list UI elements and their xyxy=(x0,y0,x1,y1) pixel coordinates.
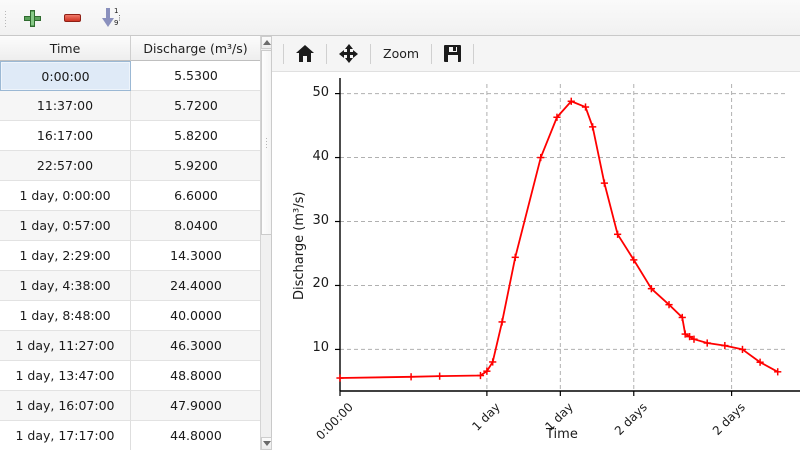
cell-time[interactable]: 0:00:00 xyxy=(0,61,131,91)
table-row[interactable]: 22:57:00 5.9200 xyxy=(0,151,271,181)
y-axis-tick-label: 20 xyxy=(312,276,329,292)
table-row[interactable]: 1 day, 0:57:00 8.0400 xyxy=(0,211,271,241)
scroll-up-button[interactable] xyxy=(261,36,272,49)
minus-icon xyxy=(63,14,81,22)
table-row[interactable]: 1 day, 13:47:00 48.8000 xyxy=(0,361,271,391)
cell-discharge[interactable]: 5.5300 xyxy=(131,61,261,91)
table-row[interactable]: 1 day, 8:48:00 40.0000 xyxy=(0,301,271,331)
table-row[interactable]: 1 day, 16:07:00 47.9000 xyxy=(0,391,271,421)
cell-time[interactable]: 1 day, 17:17:00 xyxy=(0,421,131,450)
table-vertical-scrollbar[interactable] xyxy=(260,36,272,450)
toolbar-separator xyxy=(283,43,284,64)
toolbar-separator xyxy=(431,43,433,64)
cell-time[interactable]: 1 day, 8:48:00 xyxy=(0,301,131,331)
chevron-up-icon xyxy=(262,40,271,45)
plot-panel: Zoom 10 20 30 40 50 0:00:00 1 day 1 day 2 days 2 … xyxy=(272,36,800,450)
cell-discharge[interactable]: 5.9200 xyxy=(131,151,261,181)
sort-button[interactable]: 1 ⋮ 9 xyxy=(98,4,126,32)
table-row[interactable]: 1 day, 11:27:00 46.3000 xyxy=(0,331,271,361)
cell-discharge[interactable]: 6.6000 xyxy=(131,181,261,211)
chart-plot-area[interactable]: 10 20 30 40 50 0:00:00 1 day 1 day 2 days 2 days D… xyxy=(272,72,800,450)
cell-time[interactable]: 1 day, 13:47:00 xyxy=(0,361,131,391)
cell-time[interactable]: 22:57:00 xyxy=(0,151,131,181)
remove-row-button[interactable] xyxy=(58,4,86,32)
discharge-line-chart xyxy=(335,78,800,396)
toolbar-separator xyxy=(370,43,371,64)
save-icon xyxy=(444,45,462,62)
scroll-down-button[interactable] xyxy=(261,437,272,450)
cell-discharge[interactable]: 44.8000 xyxy=(131,421,261,450)
cell-discharge[interactable]: 8.0400 xyxy=(131,211,261,241)
cell-discharge[interactable]: 24.4000 xyxy=(131,271,261,301)
cell-discharge[interactable]: 5.7200 xyxy=(131,91,261,121)
cell-discharge[interactable]: 40.0000 xyxy=(131,301,261,331)
home-button[interactable] xyxy=(289,40,321,68)
cell-time[interactable]: 1 day, 0:57:00 xyxy=(0,211,131,241)
cell-time[interactable]: 1 day, 16:07:00 xyxy=(0,391,131,421)
cell-time[interactable]: 1 day, 0:00:00 xyxy=(0,181,131,211)
x-axis-title: Time xyxy=(546,427,578,442)
cell-time[interactable]: 11:37:00 xyxy=(0,91,131,121)
y-axis-tick-label: 30 xyxy=(312,212,329,228)
y-axis-tick-label: 40 xyxy=(312,148,329,164)
cell-time[interactable]: 1 day, 2:29:00 xyxy=(0,241,131,271)
data-table-panel: Time Discharge (m³/s) 0:00:00 5.5300 11:37… xyxy=(0,36,272,450)
cell-time[interactable]: 1 day, 4:38:00 xyxy=(0,271,131,301)
y-axis-tick-label: 50 xyxy=(312,84,329,100)
table-row[interactable]: 1 day, 17:17:00 44.8000 xyxy=(0,421,271,450)
cell-discharge[interactable]: 14.3000 xyxy=(131,241,261,271)
save-button[interactable] xyxy=(437,40,468,68)
toolbar-separator xyxy=(473,43,475,64)
add-row-button[interactable] xyxy=(18,4,46,32)
y-axis-title: Discharge (m³/s) xyxy=(292,191,307,300)
pan-button[interactable] xyxy=(332,40,365,68)
table-header-row: Time Discharge (m³/s) xyxy=(0,36,271,61)
cell-discharge[interactable]: 46.3000 xyxy=(131,331,261,361)
column-header-time[interactable]: Time xyxy=(0,36,131,61)
home-icon xyxy=(296,45,314,62)
cell-discharge[interactable]: 47.9000 xyxy=(131,391,261,421)
sort-ascending-icon: 1 ⋮ 9 xyxy=(101,8,123,28)
cell-time[interactable]: 16:17:00 xyxy=(0,121,131,151)
table-row[interactable]: 11:37:00 5.7200 xyxy=(0,91,271,121)
cell-discharge[interactable]: 48.8000 xyxy=(131,361,261,391)
move-icon xyxy=(339,44,358,63)
column-header-discharge[interactable]: Discharge (m³/s) xyxy=(131,36,261,61)
table-row[interactable]: 16:17:00 5.8200 xyxy=(0,121,271,151)
chevron-down-icon xyxy=(262,441,271,446)
table-toolbar: 1 ⋮ 9 xyxy=(0,0,800,36)
plot-toolbar: Zoom xyxy=(272,36,800,72)
table-row[interactable]: 1 day, 4:38:00 24.4000 xyxy=(0,271,271,301)
cell-discharge[interactable]: 5.8200 xyxy=(131,121,261,151)
toolbar-separator xyxy=(326,43,327,64)
table-row[interactable]: 1 day, 0:00:00 6.6000 xyxy=(0,181,271,211)
cell-time[interactable]: 1 day, 11:27:00 xyxy=(0,331,131,361)
scrollbar-grip xyxy=(266,136,267,150)
plus-icon xyxy=(23,9,41,27)
zoom-button[interactable]: Zoom xyxy=(383,46,420,61)
table-body: 0:00:00 5.5300 11:37:00 5.7200 16:17:00 5.820… xyxy=(0,61,271,450)
table-row[interactable]: 0:00:00 5.5300 xyxy=(0,61,271,91)
toolbar-grip[interactable] xyxy=(4,9,9,27)
table-row[interactable]: 1 day, 2:29:00 14.3000 xyxy=(0,241,271,271)
scrollbar-thumb[interactable] xyxy=(261,50,272,235)
y-axis-tick-label: 10 xyxy=(312,340,329,356)
